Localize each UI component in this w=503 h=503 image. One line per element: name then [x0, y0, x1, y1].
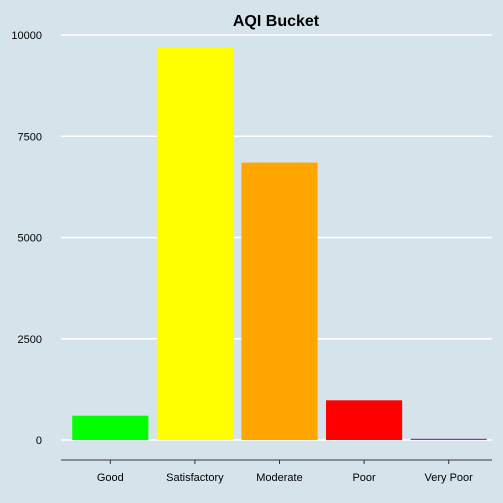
bar-good	[72, 415, 149, 440]
x-tick-label: Satisfactory	[166, 472, 224, 484]
y-tick-label: 7500	[18, 131, 42, 143]
x-tick-label: Very Poor	[425, 472, 474, 484]
x-axis: Good Satisfactory Moderate Poor Very Poor	[61, 459, 492, 484]
x-tick-label: Poor	[352, 472, 376, 484]
y-tick-label: 10000	[11, 30, 42, 42]
x-tick-label: Moderate	[256, 472, 302, 484]
chart-title: AQI Bucket	[233, 13, 320, 30]
bar-satisfactory	[156, 47, 233, 441]
y-tick-label: 0	[36, 435, 42, 447]
bar-very-poor	[410, 438, 487, 440]
x-tick-label: Good	[97, 472, 124, 484]
y-tick-label: 2500	[18, 334, 42, 346]
bar-poor	[326, 400, 403, 440]
y-axis: 0 2500 5000 7500 10000	[11, 30, 42, 447]
bar-moderate	[241, 162, 318, 440]
bars	[72, 47, 487, 441]
y-tick-label: 5000	[18, 233, 42, 245]
